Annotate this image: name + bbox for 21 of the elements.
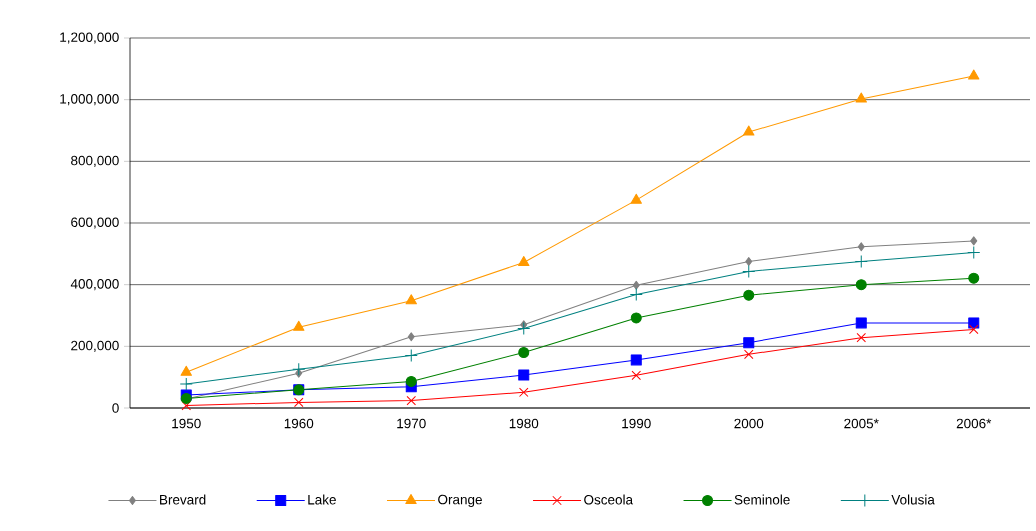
legend-label: Seminole [734, 494, 790, 505]
legend-label: Brevard [160, 494, 206, 505]
legend-label: Lake [308, 494, 336, 505]
x-tick-label: 1970 [397, 418, 426, 429]
x-tick-label: 1960 [284, 418, 314, 429]
legend-label: Orange [438, 494, 482, 508]
x-tick-label: 1990 [622, 418, 651, 429]
legend-label: Volusia [891, 494, 935, 505]
y-tick-label: 0 [112, 403, 119, 413]
y-tick-label: 600,000 [71, 217, 119, 229]
x-tick-label: 1980 [509, 418, 539, 429]
x-tick-label: 2000 [734, 418, 764, 429]
y-tick-label: 400,000 [70, 279, 119, 291]
x-tick-label: 2005* [844, 418, 879, 429]
x-tick-label: 1950 [172, 418, 201, 429]
y-tick-label: 200,000 [71, 340, 119, 352]
y-tick-label: 800,000 [71, 155, 119, 167]
y-tick-label: 1,000,000 [60, 94, 119, 106]
x-tick-label: 2006* [956, 418, 992, 429]
y-tick-label: 1,200,000 [60, 32, 119, 44]
legend-label: Osceola [584, 494, 634, 505]
